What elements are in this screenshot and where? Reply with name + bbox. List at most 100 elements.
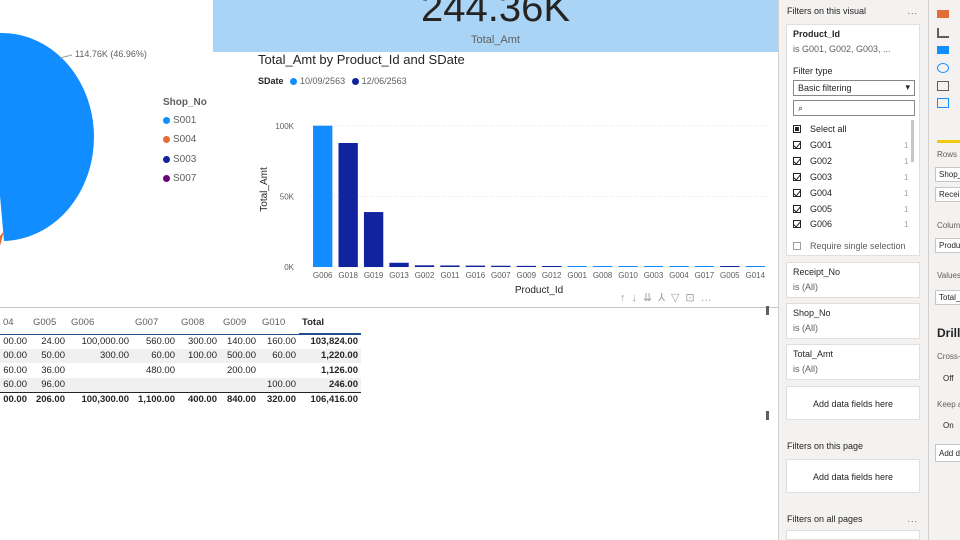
filter-list-item[interactable]: G004 — [793, 188, 832, 198]
bar[interactable] — [643, 266, 664, 267]
bar[interactable] — [440, 265, 460, 267]
add-drill-through-well[interactable]: Add drill-through fields here — [935, 444, 960, 462]
bar[interactable] — [313, 125, 333, 267]
expand-hierarchy-icon[interactable]: ⅄ — [658, 292, 671, 304]
rows-field-chip[interactable]: Shop_No — [935, 167, 960, 182]
rows-field-chip[interactable]: Receipt_No — [935, 187, 960, 202]
drill-down-icon[interactable]: ↓ — [631, 292, 643, 304]
line-chart-icon[interactable] — [937, 28, 949, 38]
bar[interactable] — [389, 262, 409, 267]
matrix-col-header[interactable]: G009 — [220, 312, 259, 335]
x-tick-label: G007 — [491, 271, 511, 280]
filter-list-item[interactable]: G002 — [793, 156, 832, 166]
bar[interactable] — [669, 266, 689, 267]
more-options-icon[interactable]: ... — [907, 6, 918, 16]
visual-header: ↑↓⇊⅄▽⊡… — [620, 291, 718, 304]
matrix-col-header[interactable]: G007 — [132, 312, 178, 335]
bar[interactable] — [516, 265, 536, 267]
filter-list-item[interactable]: G003 — [793, 172, 832, 182]
filter-search-input[interactable]: ⌕ — [793, 100, 915, 116]
matrix-col-header-total[interactable]: Total — [299, 312, 361, 335]
search-icon: ⌕ — [798, 103, 804, 113]
bar[interactable] — [414, 265, 435, 267]
pie-legend-item[interactable]: S007 — [163, 173, 196, 184]
bar[interactable] — [745, 266, 765, 267]
filter-card-total-amt[interactable]: Total_Amt is (All) — [786, 344, 920, 380]
pie-legend-label: S007 — [173, 173, 197, 184]
bar[interactable] — [567, 266, 587, 267]
matrix-visual[interactable]: 04 G005 G006 G007 G008 G009 G010 Total 0… — [0, 312, 361, 407]
values-label: Values — [937, 271, 960, 280]
columns-field-chip[interactable]: Product_Id — [935, 238, 960, 253]
require-single-selection-toggle[interactable]: Require single selection — [793, 241, 906, 251]
values-field-chip[interactable]: Total_Amt — [935, 290, 960, 305]
x-axis-title: Product_Id — [515, 285, 563, 296]
bar[interactable] — [720, 266, 740, 267]
cross-report-toggle[interactable]: Off — [943, 374, 954, 383]
resize-handle[interactable] — [766, 306, 769, 315]
matrix-col-header[interactable]: G010 — [259, 312, 299, 335]
x-tick-label: G004 — [669, 271, 689, 280]
bar[interactable] — [363, 212, 384, 267]
keep-all-filters-toggle[interactable]: On — [943, 421, 954, 430]
bar-legend-item[interactable]: 10/09/2563 — [290, 76, 345, 86]
bar[interactable] — [338, 143, 358, 267]
bar-chart[interactable]: 0K 50K 100K G006 G018 G019 G013 G002 G011 G016 G00… — [240, 100, 780, 300]
matrix-cell: 100.00 — [259, 377, 299, 392]
drill-up-icon[interactable]: ↑ — [620, 292, 632, 304]
bar[interactable] — [465, 265, 486, 267]
filter-card-product-id[interactable]: Product_Id is G001, G002, G003, ... Filt… — [786, 24, 920, 256]
expand-next-level-icon[interactable]: ⇊ — [643, 292, 659, 304]
pie-chart[interactable] — [0, 0, 160, 260]
fields-tab-indicator[interactable] — [937, 140, 960, 143]
checkbox-icon — [793, 189, 801, 197]
matrix-cell: 00.00 — [0, 348, 30, 363]
add-data-fields-visual[interactable]: Add data fields here — [786, 386, 920, 420]
matrix-cell-total: 1,126.00 — [321, 364, 358, 376]
matrix-col-header[interactable]: G005 — [30, 312, 68, 335]
filter-item-label: G002 — [810, 156, 833, 166]
qna-icon[interactable] — [937, 98, 949, 108]
matrix-col-header[interactable]: 04 — [0, 312, 30, 335]
bar-legend-item[interactable]: 12/06/2563 — [351, 76, 407, 86]
bar-chart-legend: SDate 10/09/2563 12/06/2563 — [258, 76, 407, 86]
filter-list-item[interactable]: Select all — [793, 124, 847, 134]
filter-item-count: 1 — [904, 205, 909, 214]
more-options-icon[interactable]: … — [700, 292, 718, 304]
filter-card-receipt-no[interactable]: Receipt_No is (All) — [786, 262, 920, 298]
filter-list-item[interactable]: G006 — [793, 219, 832, 229]
bar[interactable] — [542, 266, 562, 267]
focus-mode-icon[interactable]: ⊡ — [685, 292, 701, 304]
kpi-card[interactable]: 244.36K Total_Amt — [213, 0, 778, 52]
drill-through-heading: Drill through — [937, 326, 960, 340]
resize-handle[interactable] — [766, 411, 769, 420]
matrix-cell — [132, 377, 178, 392]
bar[interactable] — [618, 266, 638, 267]
bar[interactable] — [491, 265, 511, 267]
matrix-cell: 500.00 — [220, 348, 259, 363]
pie-legend-item[interactable]: S001 — [163, 115, 196, 126]
pie-slice-s004[interactable] — [0, 231, 4, 246]
filter-icon[interactable]: ▽ — [670, 292, 686, 304]
bar[interactable] — [592, 266, 613, 267]
pie-legend-item[interactable]: S003 — [163, 154, 196, 165]
add-data-fields-page[interactable]: Add data fields here — [786, 459, 920, 493]
stacked-bar-chart-icon[interactable] — [937, 10, 949, 18]
more-options-icon[interactable]: ... — [907, 514, 918, 524]
table-icon[interactable] — [937, 81, 949, 91]
globe-map-icon[interactable] — [937, 63, 949, 73]
ribbon-chart-icon[interactable] — [937, 46, 949, 54]
bar[interactable] — [694, 266, 715, 267]
filter-list-item[interactable]: G001 — [793, 140, 832, 150]
checkbox-icon — [793, 220, 801, 228]
filter-card-shop-no[interactable]: Shop_No is (All) — [786, 303, 920, 339]
scrollbar-thumb[interactable] — [911, 120, 914, 162]
filter-all-pages-well[interactable] — [786, 530, 920, 540]
matrix-col-header[interactable]: G008 — [178, 312, 220, 335]
pie-legend-item[interactable]: S004 — [163, 134, 196, 145]
matrix-col-header[interactable]: G006 — [68, 312, 132, 335]
matrix-cell: 100.00 — [178, 348, 220, 363]
filter-list-item[interactable]: G005 — [793, 204, 832, 214]
pie-slice-s001[interactable] — [0, 33, 94, 241]
filter-type-dropdown[interactable]: Basic filtering ▾ — [793, 80, 915, 96]
